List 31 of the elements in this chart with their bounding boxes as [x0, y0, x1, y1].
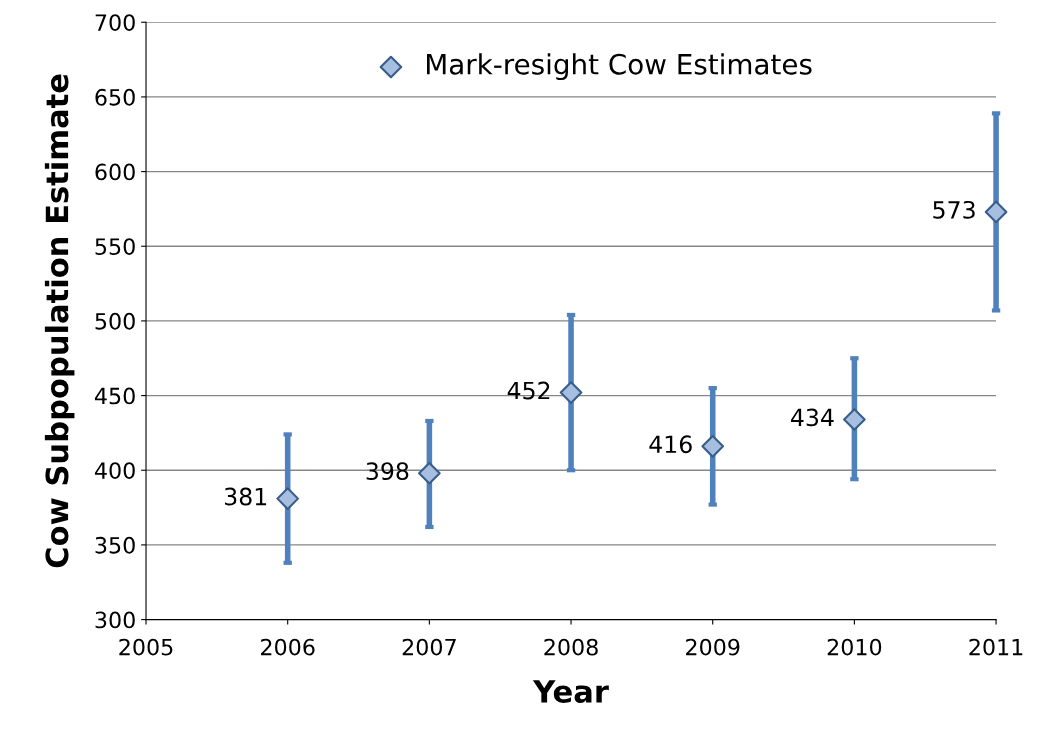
y-tick-label: 500 — [95, 312, 135, 330]
point — [559, 381, 583, 404]
point — [701, 435, 725, 458]
point — [843, 408, 866, 431]
y-tick-label: 300 — [95, 611, 135, 629]
x-tick-label: 2007 — [402, 638, 456, 656]
x-tick-label: 2011 — [969, 638, 1023, 656]
data-label: 573 — [933, 200, 975, 219]
data-label: 452 — [507, 381, 550, 400]
legend-label: Mark-resight Cow Estimates — [427, 53, 812, 81]
point — [276, 487, 300, 510]
y-tick-label: 700 — [95, 14, 135, 32]
y-tick-label: 450 — [94, 387, 135, 405]
x-tick-label: 2005 — [119, 638, 173, 656]
y-tick-label: 650 — [95, 88, 135, 106]
data-label: 381 — [224, 487, 267, 506]
y-tick-label: 600 — [95, 163, 135, 181]
x-axis-title: Year — [532, 680, 609, 703]
data-label: 416 — [649, 435, 692, 454]
x-tick-label: 2010 — [827, 638, 882, 656]
x-tick-label: 2008 — [544, 638, 598, 656]
y-tick-label: 550 — [95, 238, 135, 256]
y-tick-label: 400 — [94, 462, 135, 479]
y-axis-title: Cow Subpopulation Estimate — [44, 74, 75, 568]
data-label: 398 — [366, 462, 409, 481]
x-tick-label: 2006 — [261, 638, 315, 656]
point — [984, 200, 1008, 224]
point — [418, 461, 441, 485]
y-tick-label: 350 — [95, 536, 135, 554]
x-tick-label: 2009 — [686, 638, 740, 656]
data-label: 434 — [791, 408, 834, 427]
